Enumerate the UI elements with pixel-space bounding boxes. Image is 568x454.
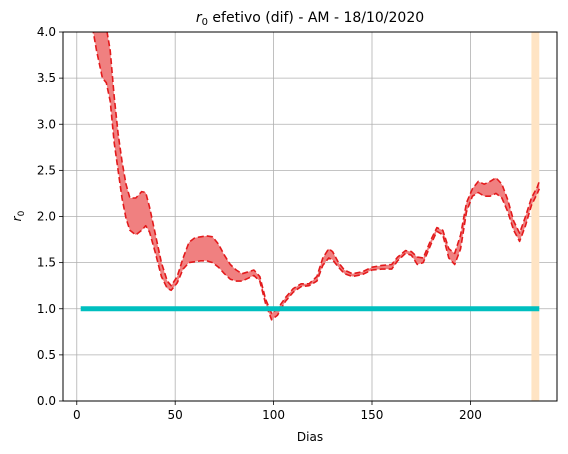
y-tick-label: 1.5 (37, 256, 56, 270)
band-group (92, 32, 541, 321)
y-tick-label: 2.0 (37, 210, 56, 224)
y-tick-label: 1.0 (37, 302, 56, 316)
y-axis-label-math: r (10, 215, 24, 221)
x-tick-label: 200 (459, 408, 482, 422)
lower-bound-line (92, 32, 541, 321)
x-tick-label: 0 (73, 408, 81, 422)
y-tick-label: 3.5 (37, 71, 56, 85)
y-tick-label: 3.0 (37, 117, 56, 131)
highlight-span (531, 32, 540, 401)
chart-title: r0 efetivo (dif) - AM - 18/10/2020 (196, 10, 424, 28)
y-tick-label: 4.0 (37, 25, 56, 39)
chart-title-rest: efetivo (dif) - AM - 18/10/2020 (208, 10, 424, 26)
x-axis-label: Dias (297, 430, 323, 444)
y-tick-label: 0.5 (37, 348, 56, 362)
y-axis-ticks: 0.0 0.5 1.0 1.5 2.0 2.5 3.0 3.5 4.0 (37, 25, 63, 408)
chart-title-math: r (196, 10, 203, 26)
x-tick-label: 150 (361, 408, 384, 422)
x-tick-label: 100 (262, 408, 285, 422)
highlight-span-group (531, 32, 540, 401)
x-tick-label: 50 (168, 408, 183, 422)
chart-title-sub: 0 (202, 17, 208, 28)
y-tick-label: 2.5 (37, 163, 56, 177)
x-axis-ticks: 0 50 100 150 200 (73, 401, 482, 422)
upper-bound-line (106, 32, 541, 315)
y-axis-label: r0 (10, 210, 27, 221)
confidence-band (93, 32, 540, 320)
y-tick-label: 0.0 (37, 394, 56, 408)
y-axis-label-sub: 0 (17, 210, 27, 216)
